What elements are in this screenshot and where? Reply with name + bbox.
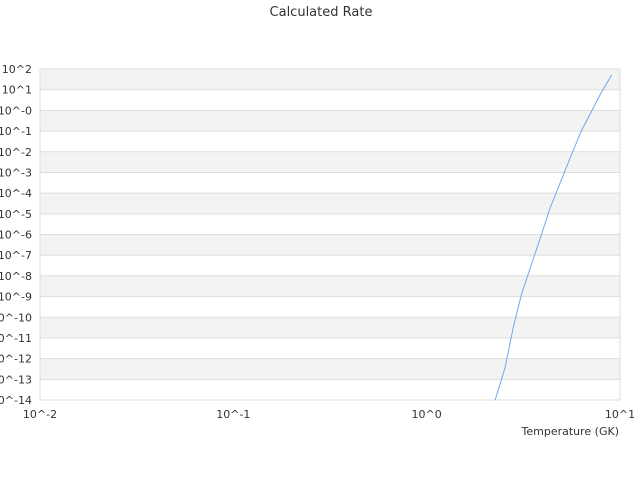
y-tick-label: 10^-8 [0, 270, 32, 283]
y-tick-label: 10^-3 [0, 166, 32, 179]
y-tick-label: 10^-1 [0, 125, 32, 138]
x-tick-label: 10^-1 [216, 408, 250, 421]
grid-band [40, 234, 620, 256]
y-tick-label: 10^-10 [0, 311, 32, 324]
x-axis-label: Temperature (GK) [521, 425, 620, 438]
x-tick-label: 10^-2 [23, 408, 57, 421]
chart-title: Calculated Rate [270, 5, 373, 20]
y-tick-label: 10^-13 [0, 373, 32, 386]
grid-band [40, 358, 620, 380]
y-tick-label: 10^-11 [0, 332, 32, 345]
series-line [494, 74, 613, 401]
y-tick-label: 10^-4 [0, 187, 32, 200]
y-tick-label: 10^-7 [0, 249, 32, 262]
grid-band [40, 110, 620, 132]
grid-band [40, 275, 620, 297]
x-tick-label: 10^1 [605, 408, 635, 421]
y-tick-label: 10^-2 [0, 146, 32, 159]
y-tick-label: 10^-9 [0, 291, 32, 304]
y-tick-label: 10^-0 [0, 104, 32, 117]
grid-band [40, 151, 620, 173]
y-tick-label: 10^-12 [0, 353, 32, 366]
y-tick-label: 10^-5 [0, 208, 32, 221]
y-tick-label: 10^-14 [0, 394, 32, 407]
y-tick-label: 10^-6 [0, 229, 32, 242]
x-tick-label: 10^0 [412, 408, 442, 421]
grid-band [40, 193, 620, 214]
y-tick-label: 10^1 [2, 84, 32, 97]
y-tick-label: 10^2 [2, 63, 32, 76]
grid-band [40, 317, 620, 338]
grid-band [40, 69, 620, 90]
